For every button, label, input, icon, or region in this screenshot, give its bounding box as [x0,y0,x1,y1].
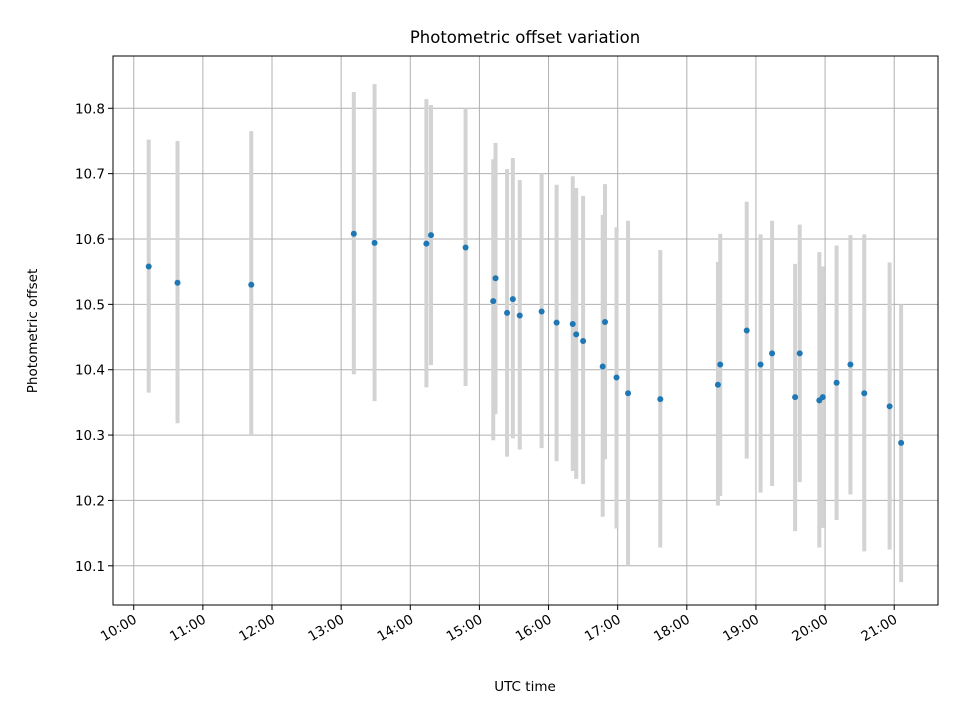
data-point [847,361,854,368]
data-point [174,279,181,286]
errorbar-layer [146,84,904,583]
data-point [757,361,764,368]
data-point [743,327,750,334]
data-point [613,374,620,381]
data-point [625,390,632,397]
data-point [145,263,152,270]
data-point [833,379,840,386]
plot-frame [112,55,939,606]
y-tick-layer: 10.1 10.2 10.3 10.4 10.5 10.6 10.7 10.8 [75,101,113,575]
data-point [898,439,905,446]
y-tick-label: 10.2 [75,493,105,509]
data-point [516,312,523,319]
y-tick-label: 10.4 [75,363,105,379]
data-point [769,350,776,357]
x-tick-label: 13:00 [305,612,347,645]
y-axis-label: Photometric offset [25,269,41,393]
data-point [553,319,560,326]
data-point [490,298,497,305]
data-point [248,281,255,288]
x-tick-label: 21:00 [859,612,901,645]
point-layer [145,230,905,446]
data-point [819,394,826,401]
data-point [350,230,357,237]
x-tick-label: 16:00 [513,612,555,645]
data-point [569,320,576,327]
x-tick-label: 15:00 [444,612,486,645]
data-point [509,296,516,303]
x-tick-label: 20:00 [789,612,831,645]
data-point [796,350,803,357]
data-point [602,319,609,326]
data-point [599,363,606,370]
data-point [886,403,893,410]
x-tick-label: 19:00 [720,612,762,645]
data-point [717,361,724,368]
data-point [573,331,580,338]
y-tick-label: 10.8 [75,101,105,117]
x-tick-label: 10:00 [98,612,140,645]
data-point [371,239,378,246]
y-tick-label: 10.5 [75,297,105,313]
x-tick-label: 11:00 [167,612,209,645]
data-point [861,390,868,397]
data-point [538,308,545,315]
data-point [504,309,511,316]
data-point [714,381,721,388]
y-tick-label: 10.6 [75,232,105,248]
y-tick-label: 10.7 [75,167,105,183]
x-tick-label: 12:00 [236,612,278,645]
x-tick-label: 17:00 [582,612,624,645]
data-point [492,275,499,282]
x-tick-label: 14:00 [375,612,417,645]
data-point [428,232,435,239]
chart-title: Photometric offset variation [410,28,640,47]
data-point [657,396,664,403]
data-point [423,240,430,247]
x-axis-label: UTC time [494,679,556,695]
grid-layer [113,56,938,605]
data-point [792,394,799,401]
y-tick-label: 10.3 [75,428,105,444]
data-point [462,244,469,251]
x-tick-layer: 10:00 11:00 12:00 13:00 14:00 15:00 16:00 17:00… [98,605,900,645]
x-tick-label: 18:00 [651,612,693,645]
y-tick-label: 10.1 [75,559,105,575]
data-point [580,337,587,344]
